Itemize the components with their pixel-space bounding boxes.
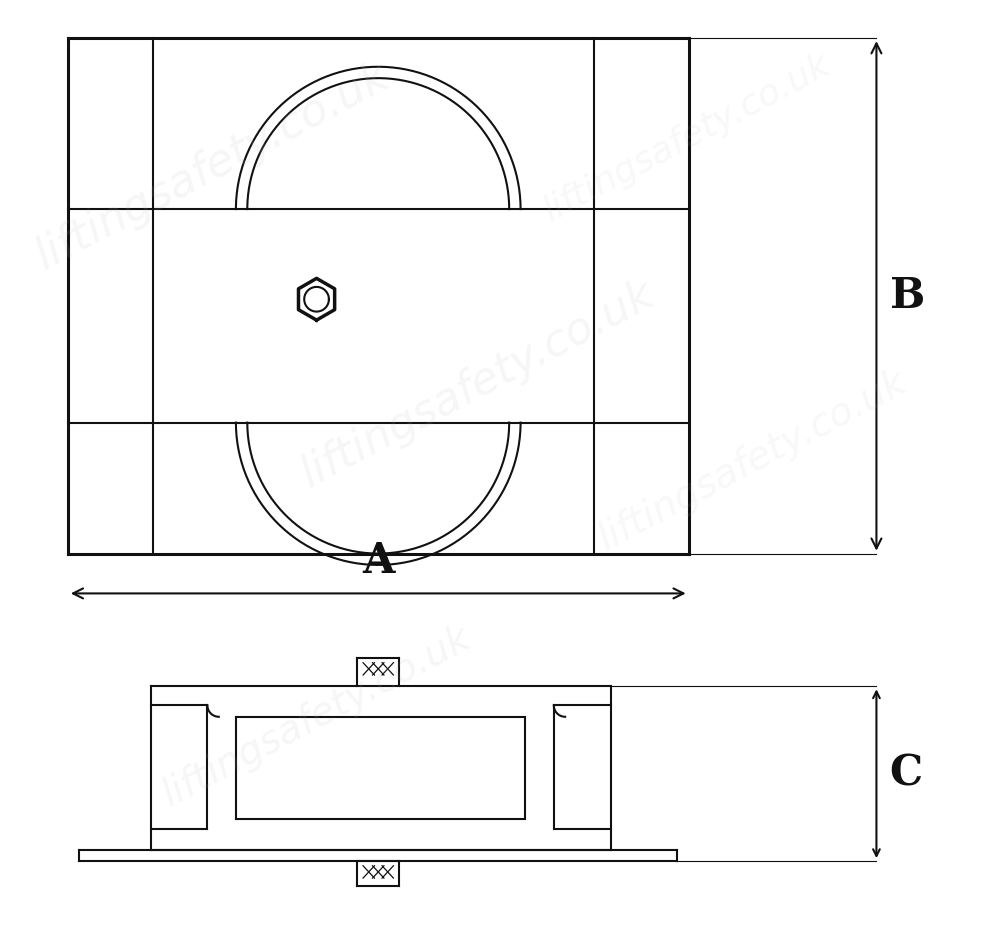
Text: A: A [363,540,394,582]
Text: B: B [889,275,925,317]
Text: liftingsafety.co.uk: liftingsafety.co.uk [593,363,914,559]
Text: liftingsafety.co.uk: liftingsafety.co.uk [28,55,396,278]
Text: liftingsafety.co.uk: liftingsafety.co.uk [537,48,836,228]
Text: liftingsafety.co.uk: liftingsafety.co.uk [294,273,662,496]
Text: C: C [889,753,923,795]
Text: liftingsafety.co.uk: liftingsafety.co.uk [155,619,477,814]
